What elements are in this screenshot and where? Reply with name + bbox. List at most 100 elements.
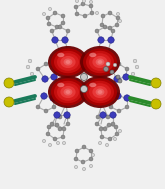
Circle shape	[131, 72, 135, 76]
Circle shape	[100, 112, 106, 118]
Circle shape	[118, 79, 122, 83]
Circle shape	[48, 143, 52, 147]
Circle shape	[4, 78, 14, 88]
Ellipse shape	[96, 58, 104, 66]
Circle shape	[58, 50, 62, 54]
Circle shape	[117, 109, 121, 113]
Circle shape	[95, 29, 99, 33]
Circle shape	[50, 29, 54, 33]
Circle shape	[98, 141, 102, 145]
Circle shape	[66, 122, 70, 126]
Circle shape	[82, 81, 85, 84]
Circle shape	[77, 91, 80, 94]
Circle shape	[113, 63, 117, 67]
Ellipse shape	[89, 53, 111, 71]
Circle shape	[47, 22, 51, 26]
Circle shape	[118, 19, 122, 23]
Circle shape	[88, 91, 92, 94]
Circle shape	[124, 95, 130, 101]
Circle shape	[52, 105, 56, 109]
Circle shape	[95, 11, 99, 15]
Ellipse shape	[60, 56, 76, 68]
Circle shape	[89, 149, 93, 153]
Circle shape	[81, 2, 85, 6]
Ellipse shape	[51, 78, 85, 106]
Circle shape	[61, 135, 65, 139]
Circle shape	[66, 115, 70, 119]
Circle shape	[66, 50, 70, 54]
Ellipse shape	[92, 86, 108, 98]
Ellipse shape	[66, 60, 70, 64]
Circle shape	[58, 115, 62, 119]
Circle shape	[89, 4, 93, 8]
Ellipse shape	[66, 90, 70, 94]
Circle shape	[62, 141, 66, 145]
Circle shape	[47, 125, 51, 129]
Circle shape	[58, 127, 62, 131]
Circle shape	[46, 16, 50, 20]
Circle shape	[46, 132, 50, 136]
Circle shape	[75, 149, 79, 153]
Circle shape	[62, 127, 66, 131]
Circle shape	[83, 14, 87, 18]
Ellipse shape	[98, 90, 102, 94]
Circle shape	[48, 7, 52, 11]
Circle shape	[109, 105, 113, 109]
Circle shape	[108, 11, 112, 15]
Circle shape	[107, 123, 111, 127]
Ellipse shape	[54, 51, 82, 73]
Ellipse shape	[86, 81, 114, 103]
Ellipse shape	[64, 88, 72, 95]
Circle shape	[61, 14, 65, 18]
Circle shape	[53, 137, 57, 141]
Circle shape	[100, 135, 104, 139]
Ellipse shape	[48, 76, 88, 108]
Circle shape	[54, 112, 60, 118]
Circle shape	[55, 25, 59, 29]
Circle shape	[98, 37, 104, 43]
Ellipse shape	[89, 83, 111, 101]
Ellipse shape	[92, 56, 108, 68]
Circle shape	[82, 93, 86, 97]
Circle shape	[52, 37, 58, 43]
Circle shape	[66, 29, 70, 33]
Ellipse shape	[89, 83, 96, 87]
Circle shape	[151, 78, 161, 88]
Circle shape	[82, 167, 86, 171]
Circle shape	[75, 12, 79, 16]
Circle shape	[26, 65, 30, 69]
Circle shape	[44, 62, 48, 66]
Circle shape	[53, 66, 57, 70]
Ellipse shape	[51, 48, 85, 76]
Circle shape	[62, 37, 68, 43]
Ellipse shape	[57, 53, 79, 71]
Ellipse shape	[96, 88, 104, 95]
Circle shape	[53, 11, 57, 15]
Circle shape	[125, 105, 129, 109]
Circle shape	[115, 132, 119, 136]
Circle shape	[42, 12, 46, 16]
Circle shape	[75, 0, 79, 3]
Ellipse shape	[64, 58, 72, 66]
Circle shape	[99, 127, 103, 131]
Circle shape	[79, 84, 82, 87]
Circle shape	[106, 62, 110, 66]
Circle shape	[90, 11, 94, 15]
Ellipse shape	[60, 86, 76, 98]
Circle shape	[114, 76, 120, 82]
Circle shape	[51, 74, 57, 80]
Circle shape	[116, 16, 120, 20]
Circle shape	[41, 93, 47, 99]
Ellipse shape	[57, 83, 79, 101]
Circle shape	[103, 25, 107, 29]
Ellipse shape	[48, 46, 88, 78]
Circle shape	[89, 164, 93, 168]
Circle shape	[82, 0, 86, 3]
Circle shape	[74, 157, 78, 161]
Circle shape	[95, 122, 99, 126]
Circle shape	[81, 160, 85, 164]
Circle shape	[74, 5, 78, 9]
Ellipse shape	[83, 48, 117, 76]
Circle shape	[113, 137, 117, 141]
Circle shape	[115, 93, 121, 99]
